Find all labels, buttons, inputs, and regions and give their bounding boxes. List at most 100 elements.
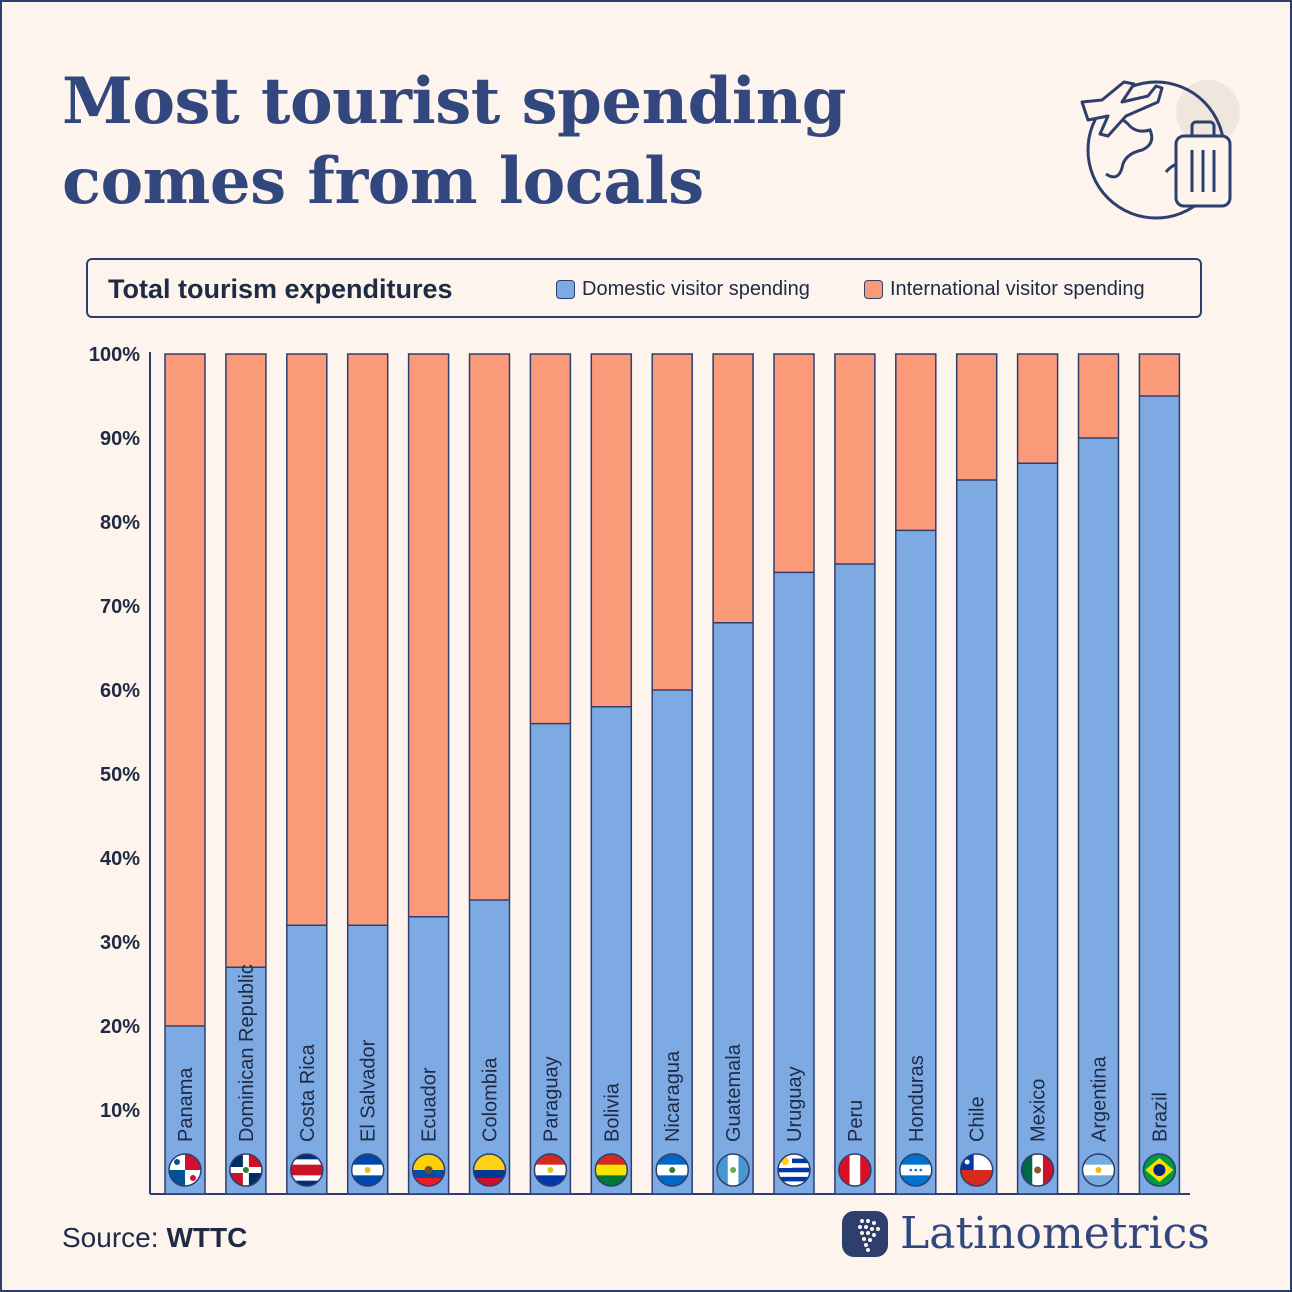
guatemala-flag-icon: [716, 1153, 750, 1187]
category-label: Mexico: [1028, 1079, 1050, 1142]
flag-stripe: [778, 1163, 810, 1169]
flag-fill: [1082, 1154, 1115, 1186]
category-label: El Salvador: [358, 1039, 380, 1142]
flag-stripe: [899, 1175, 932, 1186]
source-line: Source: WTTC: [62, 1222, 247, 1254]
flag-outline: [411, 1153, 446, 1187]
flag-outline: [959, 1153, 994, 1187]
bar-outline: [286, 353, 328, 1195]
category-label: Chile: [967, 1096, 989, 1142]
legend-label-international: International visitor spending: [890, 278, 1145, 300]
flag-stripe: [1082, 1154, 1115, 1166]
flag-fill: [656, 1154, 689, 1186]
category-label: Colombia: [480, 1057, 502, 1142]
bolivia-flag-icon: [594, 1153, 629, 1187]
bar-international: [591, 354, 632, 707]
honduras-flag-icon: [899, 1153, 933, 1187]
uruguay-flag-icon: [777, 1153, 811, 1187]
mexico-flag-icon: [1020, 1153, 1055, 1187]
y-tick-label: 30%: [100, 932, 140, 954]
bar-international: [408, 354, 449, 917]
flag-stripe: [738, 1154, 750, 1186]
flag-fill: [290, 1154, 323, 1186]
flag-stripe: [860, 1154, 871, 1186]
legend-title: Total tourism expenditures: [108, 274, 453, 304]
bar-domestic: [1139, 396, 1180, 1194]
flag-stripe: [595, 1175, 628, 1186]
flag-stripe: [1021, 1154, 1033, 1186]
flag-stripe: [290, 1180, 323, 1186]
category-label: Honduras: [906, 1055, 928, 1142]
flag-stripe: [290, 1175, 323, 1182]
el-salvador-flag-icon: [350, 1153, 385, 1187]
bar-international: [530, 354, 571, 724]
bar-international: [165, 354, 205, 1026]
y-tick-label: 100%: [89, 344, 140, 366]
flag-stripe: [838, 1154, 851, 1186]
flag-outline: [1142, 1153, 1177, 1187]
brazil-flag-icon: [1142, 1153, 1177, 1187]
y-tick-label: 40%: [100, 848, 140, 870]
bar-international: [834, 354, 875, 564]
y-tick-label: 50%: [100, 764, 140, 786]
flag-outline: [1081, 1153, 1116, 1187]
bar-domestic: [834, 564, 875, 1194]
travel-globe-icon: [1080, 80, 1240, 220]
flag-emblem: [1095, 1167, 1102, 1173]
bar-outline: [1077, 353, 1120, 1195]
flag-fill: [534, 1154, 567, 1186]
colombia-flag-icon: [472, 1153, 507, 1187]
bar-international: [225, 354, 266, 968]
flag-outline: [899, 1153, 933, 1187]
category-label: Argentina: [1089, 1056, 1111, 1142]
category-label: Ecuador: [419, 1067, 441, 1142]
flag-stripe: [778, 1167, 810, 1173]
flag-stripe: [412, 1178, 445, 1186]
flag-stripe: [778, 1181, 810, 1186]
bar-outline: [225, 353, 267, 1195]
bar-domestic: [652, 690, 693, 1194]
bar-international: [1139, 354, 1180, 396]
category-label: Paraguay: [540, 1056, 562, 1142]
bar-international: [774, 354, 814, 573]
flag-stripe: [1042, 1154, 1054, 1186]
legend-swatch-international: [864, 280, 883, 299]
flag-fill: [960, 1154, 993, 1186]
bar-outline: [407, 353, 450, 1195]
title-line-1: Most tourist spending: [62, 64, 846, 139]
flag-stripe: [595, 1154, 628, 1166]
bar-domestic: [1017, 463, 1058, 1194]
chile-flag-icon: [959, 1153, 994, 1187]
bar-outline: [955, 353, 998, 1195]
bar-outline: [529, 353, 572, 1195]
flag-emblem: [424, 1166, 433, 1174]
flag-stripe: [778, 1154, 810, 1160]
bar-outline: [346, 353, 389, 1195]
flag-outline: [168, 1153, 202, 1187]
bar-international: [347, 354, 388, 926]
bar-outline: [773, 353, 815, 1195]
flag-stripe: [473, 1178, 506, 1186]
flag-fill: [778, 1154, 810, 1186]
bar-domestic: [713, 622, 754, 1194]
flag-stripe: [717, 1154, 729, 1186]
flag-stripe: [473, 1154, 506, 1170]
bar-domestic: [591, 706, 632, 1194]
flag-emblem: [909, 1168, 913, 1172]
bar-domestic: [347, 925, 388, 1194]
flag-outline: [533, 1153, 568, 1187]
brand-logo: Latinometrics: [840, 1208, 1210, 1259]
flag-emblem: [914, 1168, 918, 1172]
flag-stripe: [656, 1175, 689, 1186]
flag-emblem: [242, 1167, 249, 1173]
category-label: Brazil: [1149, 1092, 1171, 1142]
y-tick-label: 70%: [100, 596, 140, 618]
flag-fill: [595, 1154, 628, 1186]
nicaragua-flag-icon: [655, 1153, 689, 1187]
flag-emblem: [364, 1167, 371, 1173]
costa-rica-flag-icon: [290, 1153, 324, 1187]
flag-fill: [1021, 1154, 1054, 1186]
legend-item-domestic: Domestic visitor spending: [556, 278, 810, 301]
legend-swatch-domestic: [556, 280, 575, 299]
